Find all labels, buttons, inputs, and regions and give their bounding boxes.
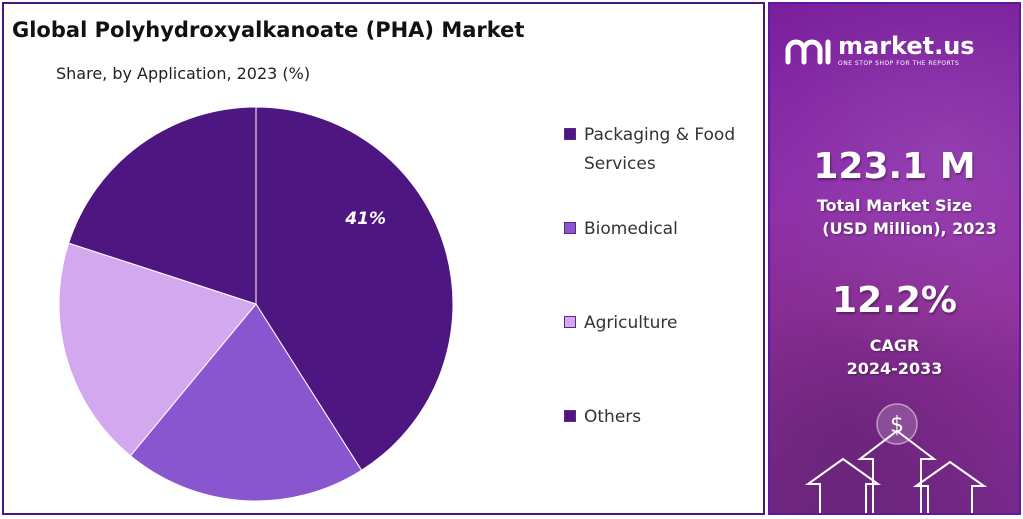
pie-chart: 41% (58, 106, 454, 502)
legend-swatch (564, 410, 576, 422)
arrow-up-icon (804, 457, 882, 513)
cagr-value: 12.2% (832, 280, 957, 321)
pie-slice-agriculture (58, 242, 257, 457)
legend-item-agriculture: Agriculture (564, 310, 764, 338)
stats-panel: $ market.us ONE STOP SHOP FOR THE REPORT… (768, 2, 1021, 515)
brand-tagline: ONE STOP SHOP FOR THE REPORTS (838, 60, 960, 67)
market-us-logo-icon (785, 39, 831, 64)
legend-swatch (564, 316, 576, 328)
cagr-period: 2024-2033 (846, 359, 943, 378)
legend-item-others: Others (564, 404, 764, 432)
legend-item-biomedical: Biomedical (564, 216, 764, 244)
pie-slice-packaging-food-services (255, 106, 454, 472)
legend-item-packaging: Packaging & Food Services (564, 122, 764, 179)
pie-data-label: 41% (344, 209, 386, 229)
legend-swatch (564, 128, 576, 140)
growth-arrows-illustration: $ (804, 403, 988, 513)
coin-icon (876, 403, 918, 445)
legend-label: Others (584, 407, 642, 427)
pie-slice-biomedical (129, 303, 363, 502)
legend-swatch (564, 222, 576, 234)
chart-title: Global Polyhydroxyalkanoate (PHA) Market (12, 18, 525, 42)
market-size-label-2: (USD Million), 2023 (822, 219, 997, 238)
brand-name: market.us (838, 32, 975, 60)
legend-label: Biomedical (584, 219, 678, 239)
chart-subtitle: Share, by Application, 2023 (%) (56, 64, 311, 83)
brand-logo: market.us ONE STOP SHOP FOR THE REPORTS (784, 34, 975, 67)
legend-label: Agriculture (584, 313, 678, 333)
background-overlay (770, 4, 1019, 513)
cagr-label: CAGR (869, 336, 920, 355)
arrow-up-icon (912, 460, 988, 513)
pie-slice-others (68, 106, 257, 305)
legend-label: Packaging & Food Services (584, 125, 736, 174)
market-size-value: 123.1 M (813, 146, 976, 187)
market-size-label: Total Market Size (816, 196, 973, 215)
dollar-sign: $ (890, 413, 904, 438)
arrow-up-icon (857, 429, 937, 513)
chart-panel: Global Polyhydroxyalkanoate (PHA) Market… (2, 2, 765, 515)
